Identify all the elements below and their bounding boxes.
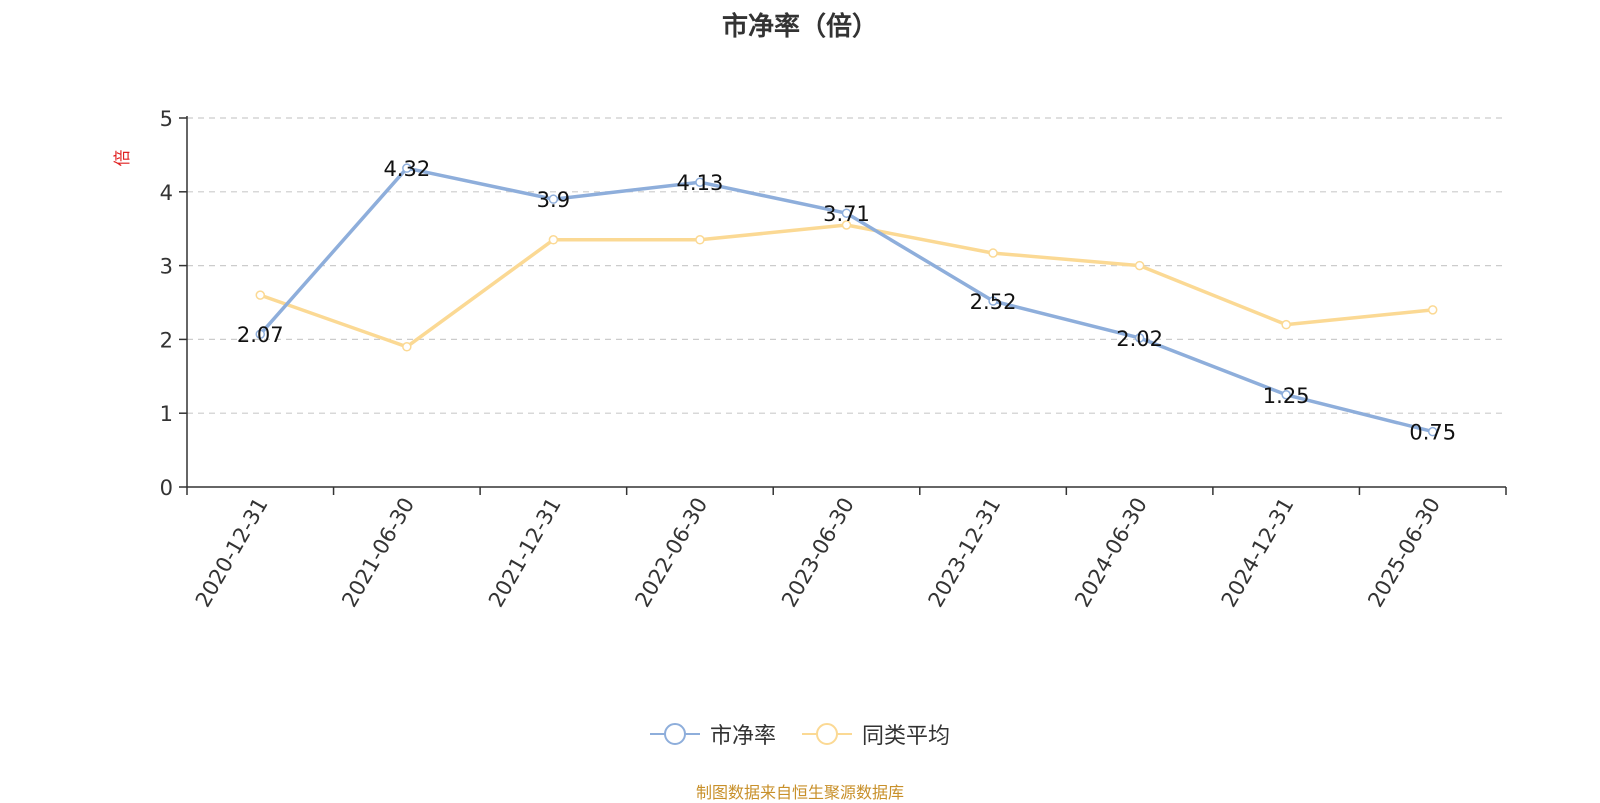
data-label: 2.02: [1116, 327, 1163, 351]
legend-item[interactable]: 同类平均: [802, 718, 950, 750]
x-tick-label: 2022-06-30: [630, 494, 712, 612]
data-point: [255, 329, 266, 339]
data-point: [1134, 260, 1145, 271]
series-line: [259, 223, 1433, 349]
data-label: 4.13: [677, 171, 724, 195]
x-tick-label: 2023-06-30: [777, 494, 859, 612]
series-lines: [255, 163, 1438, 437]
legend-label: 同类平均: [862, 724, 951, 749]
data-point: [988, 296, 998, 306]
data-point: [988, 248, 998, 258]
data-point: [1427, 426, 1438, 437]
legend-swatch-icon: [802, 723, 852, 745]
legend-label: 市净率: [709, 724, 776, 749]
data-point: [695, 177, 705, 187]
y-tick-label: 3: [160, 255, 173, 279]
data-label: 0.75: [1409, 421, 1456, 445]
x-tick-label: 2021-12-31: [484, 494, 566, 612]
x-tick-label: 2024-12-31: [1217, 494, 1299, 612]
legend-swatch-circle: [816, 723, 838, 745]
chart-title: 市净率（倍）: [721, 12, 878, 42]
data-point: [402, 342, 412, 352]
y-tick-label: 2: [160, 328, 173, 352]
data-point: [841, 208, 852, 218]
data-point: [695, 235, 705, 245]
data-point: [548, 194, 559, 204]
data-label: 2.52: [970, 290, 1017, 314]
data-label: 1.25: [1263, 384, 1310, 408]
source-note: 制图数据来自恒生聚源数据库: [695, 783, 904, 802]
y-tick-label: 4: [160, 181, 173, 205]
data-label: 4.32: [383, 157, 430, 181]
y-axis-label: 倍: [113, 150, 133, 167]
legend: 市净率 同类平均: [0, 718, 1600, 750]
data-label: 3.71: [823, 202, 870, 226]
y-tick-label: 5: [160, 107, 173, 131]
legend-swatch-circle: [663, 723, 686, 745]
y-tick-label: 1: [160, 402, 173, 426]
legend-item[interactable]: 市净率: [649, 718, 776, 750]
data-point: [548, 235, 559, 245]
data-point: [1134, 333, 1145, 343]
x-tick-label: 2025-06-30: [1363, 494, 1445, 612]
data-point: [1427, 305, 1438, 315]
data-point: [1281, 390, 1291, 400]
data-point: [255, 290, 266, 300]
data-label: 3.9: [537, 188, 570, 212]
y-tick-label: 0: [160, 476, 173, 500]
data-label: 2.07: [237, 323, 284, 347]
data-point: [841, 220, 852, 230]
x-tick-label: 2023-12-31: [924, 494, 1006, 612]
x-tick-label: 2024-06-30: [1070, 494, 1152, 612]
axes: 0 1 2 3 4 5 倍 2020-12-31 2021-06-30 2021-12-31 202…: [113, 107, 1507, 612]
data-labels: 2.07 4.32 3.9 4.13 3.71 2.52 2.02 1.25 0.75: [237, 157, 1456, 444]
x-tick-label: 2021-06-30: [337, 494, 419, 612]
legend-swatch-icon: [649, 723, 700, 745]
data-point: [1281, 319, 1291, 330]
x-tick-label: 2020-12-31: [191, 494, 273, 612]
data-point: [402, 163, 412, 173]
